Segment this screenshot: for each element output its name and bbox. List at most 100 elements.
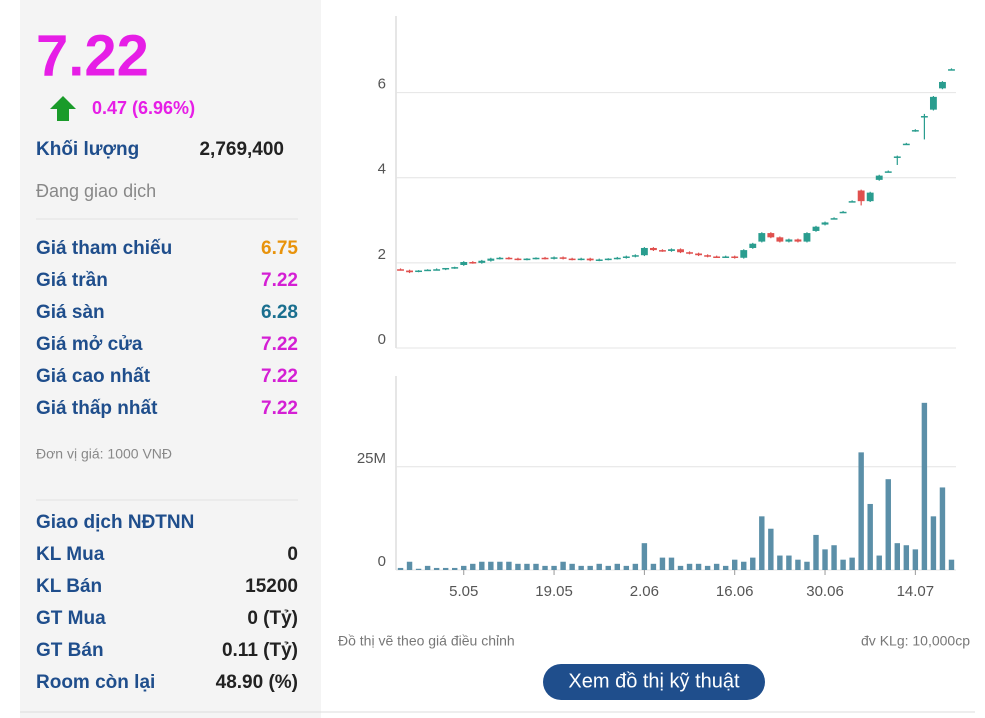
candle-body <box>631 255 639 257</box>
candle-body <box>911 130 919 132</box>
row-value: 0.11 (Tỷ) <box>222 640 298 661</box>
x-tick-label: 2.06 <box>630 583 659 600</box>
volume-bar <box>461 565 467 570</box>
volume-bar <box>713 563 720 570</box>
volume-bar <box>722 565 729 570</box>
volume-bar <box>488 561 494 570</box>
row-label: Giá cao nhất <box>36 366 151 387</box>
volume-bar <box>659 557 666 570</box>
technical-button[interactable] <box>543 664 765 700</box>
row-value: 7.22 <box>261 398 298 419</box>
candle-body <box>668 249 675 251</box>
row-label: GT Mua <box>36 608 106 629</box>
x-tick-label: 30.06 <box>806 583 844 600</box>
candle-body <box>622 256 630 258</box>
row-value: 15200 <box>245 576 298 597</box>
price: 7.22 <box>36 23 149 88</box>
volume-bar <box>533 563 539 570</box>
candle-body <box>604 258 612 261</box>
candle-body <box>424 269 432 272</box>
candle-body <box>397 269 404 271</box>
row-value: 0 (Tỷ) <box>247 608 298 629</box>
volume-bar <box>858 452 864 570</box>
candle-body <box>649 247 657 251</box>
row-value: 6.75 <box>261 238 298 259</box>
volume-bar <box>732 559 738 570</box>
row-value: 7.22 <box>261 366 298 387</box>
candle-body <box>713 256 721 258</box>
candle-body <box>478 260 486 263</box>
volume-bar <box>930 516 937 570</box>
candle-body <box>541 257 549 260</box>
candle-body <box>532 257 540 260</box>
candle-body <box>559 257 567 259</box>
volume-bar <box>506 561 512 570</box>
candle-body <box>442 267 450 270</box>
volume-bar <box>759 516 765 570</box>
candle-body <box>451 267 459 269</box>
volume-bar <box>921 402 928 570</box>
volume-bar <box>840 559 846 570</box>
candle-body <box>866 192 874 202</box>
candle-body <box>767 233 775 238</box>
candle-body <box>640 247 648 256</box>
row-label: Room còn lại <box>36 672 155 693</box>
candle-body <box>875 175 883 180</box>
volume-bar <box>750 557 756 570</box>
candle-body <box>794 239 802 242</box>
volume-bar <box>632 563 639 570</box>
unit: Đơn vị giá: 1000 VNĐ <box>36 446 172 462</box>
row-label: Giá trần <box>36 270 108 291</box>
info-panel <box>20 0 321 718</box>
volume-bar <box>442 567 449 570</box>
change: 0.47 (6.96%) <box>92 98 195 118</box>
row-value: 7.22 <box>261 334 298 355</box>
volume-bar <box>948 559 955 570</box>
candle-body <box>776 237 784 242</box>
y-tick-label: 2 <box>378 246 386 263</box>
x-tick-label: 16.06 <box>716 583 754 600</box>
candle-body <box>505 257 513 260</box>
candle-body <box>686 252 693 254</box>
volume-bar <box>677 565 684 570</box>
row-label: Giá tham chiếu <box>36 238 172 259</box>
candle-body <box>884 171 892 173</box>
candle-body <box>920 116 928 118</box>
volume-bar <box>813 534 819 570</box>
volume-bar <box>433 567 440 570</box>
volume-bar <box>804 561 810 570</box>
y-tick-label: 25M <box>357 450 386 467</box>
volume-bar <box>569 563 575 570</box>
row-value: 0 <box>287 544 298 565</box>
volume-bar <box>686 563 693 570</box>
candle-body <box>893 156 901 158</box>
x-tick-label: 5.05 <box>449 583 478 600</box>
volume-bar <box>497 561 503 570</box>
up-arrow <box>50 96 76 121</box>
volume-bar <box>668 557 675 570</box>
y-tick-label: 4 <box>378 161 386 178</box>
volume-bar <box>479 561 485 570</box>
candle-body <box>731 256 739 258</box>
volume-bar <box>876 555 882 570</box>
volume-bar <box>524 563 530 570</box>
candle-body <box>812 226 820 231</box>
volume-bar <box>650 563 657 570</box>
y-tick-label: 6 <box>378 76 386 93</box>
volume-bar <box>695 563 702 570</box>
candle-body <box>803 233 811 242</box>
row-label: KL Bán <box>36 576 102 597</box>
candle-body <box>948 69 955 71</box>
candle-body <box>848 201 856 203</box>
candle-body <box>514 258 522 261</box>
volume-bar <box>397 567 404 570</box>
candle-body <box>406 270 413 273</box>
technical-button-label[interactable]: Xem đồ thị kỹ thuật <box>568 670 740 692</box>
volume-bar <box>822 549 828 570</box>
status: Đang giao dịch <box>36 181 156 201</box>
volume-bar <box>894 543 900 570</box>
volume-bar <box>768 528 774 570</box>
volume-bar <box>849 557 855 570</box>
y-tick-label: 0 <box>378 553 386 570</box>
